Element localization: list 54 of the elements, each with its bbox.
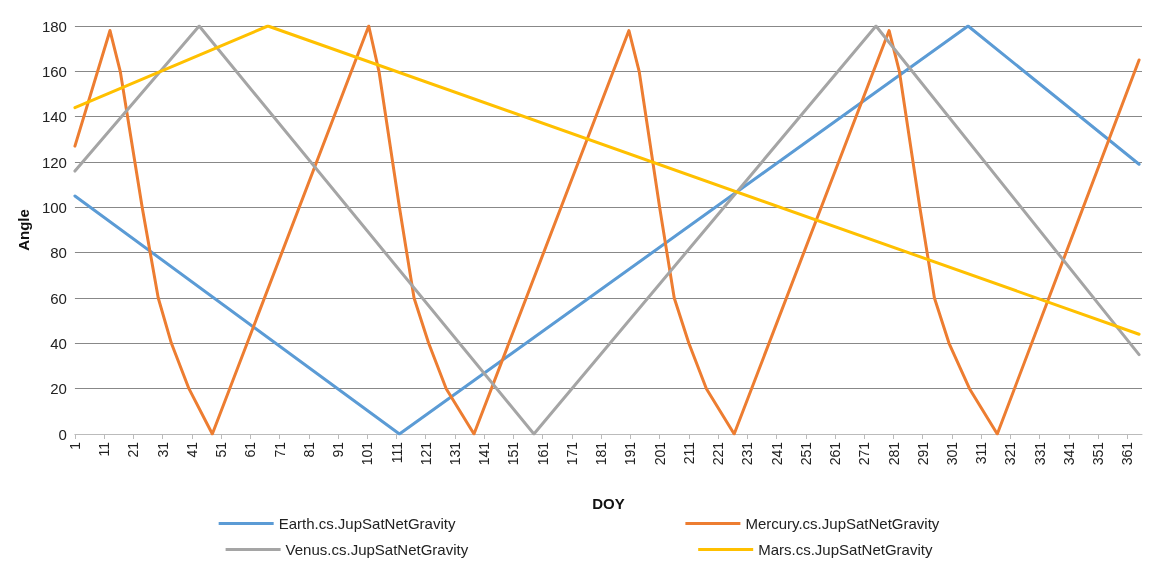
x-tick-label: 121 [417, 441, 434, 466]
legend-label: Venus.cs.JupSatNetGravity [285, 541, 469, 558]
x-tick-label: 21 [125, 441, 142, 458]
x-tick-label: 101 [359, 441, 376, 466]
x-tick-label: 201 [651, 441, 668, 466]
y-tick-label: 140 [41, 108, 67, 126]
y-tick-label: 60 [50, 289, 67, 307]
y-tick-label: 40 [50, 334, 67, 352]
y-tick-label: 0 [58, 425, 67, 443]
legend-label: Mars.cs.JupSatNetGravity [758, 541, 933, 558]
x-tick-label: 341 [1060, 441, 1077, 466]
x-tick-label: 351 [1090, 441, 1107, 466]
x-tick-label: 171 [563, 441, 580, 466]
x-tick-label: 141 [476, 441, 493, 466]
x-tick-label: 231 [739, 441, 756, 466]
x-tick-label: 181 [593, 441, 610, 466]
y-tick-label: 180 [41, 17, 67, 35]
x-tick-label: 281 [885, 441, 902, 466]
x-tick-label: 191 [622, 441, 639, 466]
x-tick-label: 361 [1119, 441, 1136, 466]
x-tick-label: 111 [388, 441, 405, 464]
x-tick-label: 331 [1031, 441, 1048, 466]
x-tick-label: 11 [96, 441, 113, 457]
x-tick-label: 161 [534, 441, 551, 466]
x-tick-label: 261 [827, 441, 844, 466]
x-tick-label: 271 [856, 441, 873, 466]
y-tick-label: 20 [50, 380, 67, 398]
x-tick-label: 251 [797, 441, 814, 466]
y-tick-label: 100 [41, 198, 67, 216]
x-tick-label: 211 [680, 441, 697, 465]
x-tick-label: 91 [330, 441, 347, 458]
x-tick-label: 41 [183, 441, 200, 458]
y-axis-title: Angle [15, 209, 32, 251]
x-tick-label: 131 [446, 441, 463, 466]
x-tick-label: 311 [973, 441, 990, 465]
x-tick-label: 321 [1002, 441, 1019, 466]
x-tick-label: 81 [300, 441, 317, 458]
x-tick-label: 221 [710, 441, 727, 466]
x-tick-label: 241 [768, 441, 785, 466]
x-tick-label: 1 [66, 441, 83, 450]
y-tick-label: 80 [50, 244, 67, 262]
x-axis-title: DOY [592, 495, 625, 512]
y-tick-label: 120 [41, 153, 67, 171]
x-tick-label: 51 [213, 441, 230, 458]
line-series [73, 24, 1141, 436]
x-tick-label: 61 [242, 441, 259, 458]
x-tick-label: 71 [271, 441, 288, 458]
x-tick-label: 151 [505, 441, 522, 466]
x-tick-label: 291 [914, 441, 931, 466]
x-tick-label: 31 [154, 441, 171, 458]
y-tick-label: 160 [41, 62, 67, 80]
legend-label: Mercury.cs.JupSatNetGravity [745, 515, 940, 532]
x-tick-label: 301 [943, 441, 960, 466]
legend-label: Earth.cs.JupSatNetGravity [278, 515, 456, 532]
